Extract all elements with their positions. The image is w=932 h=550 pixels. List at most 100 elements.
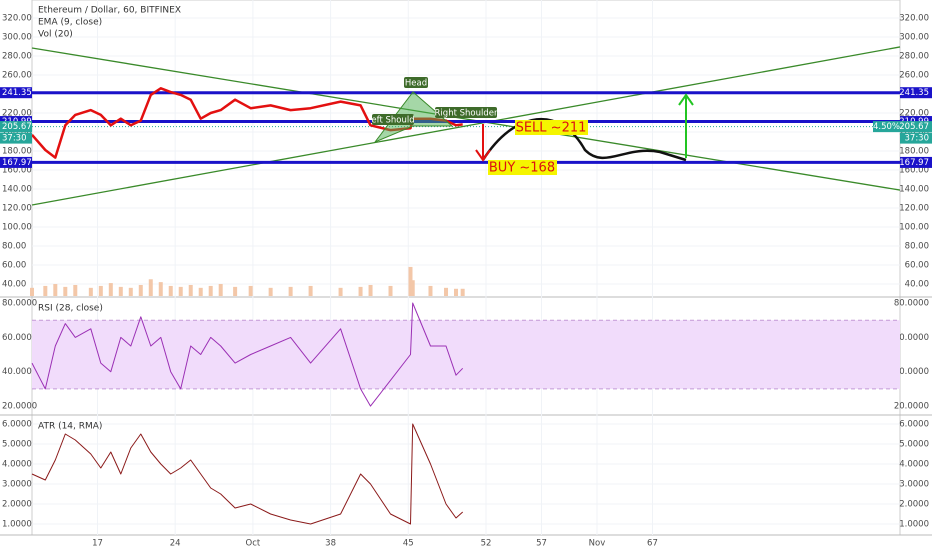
label-box [404,77,428,88]
volume-bar [208,285,213,296]
y-tick-label: 280.00 [2,51,32,61]
y-tick-label: 3.0000 [2,480,32,490]
y-tick-label: 60.0000 [894,333,929,343]
x-tick-label: Nov [589,539,606,549]
volume-bar [428,285,433,296]
level-label-box [0,87,32,99]
y-tick-label: 160.00 [2,165,32,175]
pattern-drawing: Head Right Shoulder eft Should SELL ~211… [371,77,694,176]
annotation: SELL ~211 [516,121,587,136]
annotation: eft Should [371,116,414,126]
label-box [488,160,557,175]
x-tick-label: Oct [246,539,261,549]
label-box [515,120,588,135]
y-tick-label: 6.0000 [2,420,32,430]
y-tick-label: 200.00 [899,127,929,137]
y-tick-label: 300.00 [899,32,929,42]
layer: 1724Oct38455257Nov67241.35241.35210.9921… [0,87,932,549]
volume-bar [233,286,238,296]
y-tick-label: 80.00 [905,242,929,252]
volume-bar [30,287,34,296]
y-tick-label: 4.0000 [899,460,929,470]
y-tick-label: 100.00 [2,223,32,233]
y-tick-label: 1.0000 [2,520,32,530]
countdown-label: 37:30 [2,134,27,144]
y-tick-label: 280.00 [899,51,929,61]
y-tick-label: 40.00 [2,280,26,290]
y-tick-label: 20.0000 [894,402,929,412]
price-label-box [0,121,32,133]
volume-bar [460,288,465,296]
y-tick-label: 120.00 [2,204,32,214]
level-label: 167.97 [2,158,32,168]
y-tick-label: 6.0000 [899,420,929,430]
x-tick-label: 24 [170,539,181,549]
y-tick-label: 3.0000 [899,480,929,490]
volume-bar [218,284,223,296]
level-label-box [0,156,32,168]
price-label: 205.67 [899,122,929,132]
y-tick-label: 180.00 [2,146,32,156]
y-tick-label: 220.00 [2,108,32,118]
volume-bar [358,286,363,296]
volume-bar [128,287,133,296]
change-label: 4.50% [873,122,900,132]
y-tick-label: 80.00 [2,242,26,252]
panel-title: RSI (28, close) [38,304,103,314]
projection-curve [481,117,687,162]
volume-bar [454,288,459,296]
y-tick-label: 1.0000 [899,520,929,530]
level-label-box [900,87,932,99]
x-tick-label: 57 [536,539,547,549]
y-tick-label: 120.00 [899,204,929,214]
annotation: BUY ~168 [489,161,555,176]
price-label-box [900,121,932,133]
x-tick-label: 67 [647,539,658,549]
y-tick-label: 60.00 [2,261,26,271]
volume-bar [368,284,373,296]
y-tick-label: 2.0000 [2,500,32,510]
y-tick-label: 300.00 [2,32,32,42]
price-label: 205.67 [2,122,32,132]
x-tick-label: 45 [403,539,414,549]
y-tick-label: 140.00 [2,185,32,195]
y-tick-label: 180.00 [899,146,929,156]
data-line [31,423,464,525]
indicator-label: EMA (9, close) [38,18,102,28]
y-tick-label: 220.00 [899,108,929,118]
trendline [31,46,901,206]
change-label-box [873,121,900,133]
trendline [31,47,901,191]
volume-bar [188,284,193,296]
y-tick-label: 80.0000 [2,299,37,309]
rsi-band [32,320,900,389]
volume-bar [73,284,78,296]
chart-title: Ethereum / Dollar, 60, BITFINEX [38,6,181,16]
y-tick-label: 260.00 [2,70,32,80]
volume-bar [168,285,173,296]
y-tick-label: 40.0000 [894,367,929,377]
y-tick-label: 140.00 [899,185,929,195]
label-box [435,107,497,118]
level-label: 167.97 [899,158,929,168]
y-tick-label: 320.00 [2,13,32,23]
volume-bar [158,282,163,296]
y-tick-label: 5.0000 [899,440,929,450]
level-label-box [900,156,932,168]
volume-bar [408,266,413,296]
volume-bar [138,284,143,296]
volume-bar [88,287,93,296]
layer: 40.00 40.00 60.00 60.00 80.00 80.00 100.00 100.… [0,0,932,536]
volume-bar [43,285,48,296]
y-tick-label: 260.00 [899,70,929,80]
volume-bar [268,287,273,296]
volume-bar [248,285,253,296]
countdown-box [0,132,32,144]
annotation: Head [405,79,427,89]
volume-bar [388,285,393,296]
panel-title: ATR (14, RMA) [38,422,102,432]
y-tick-label: 2.0000 [899,500,929,510]
volume-bar [98,285,103,296]
